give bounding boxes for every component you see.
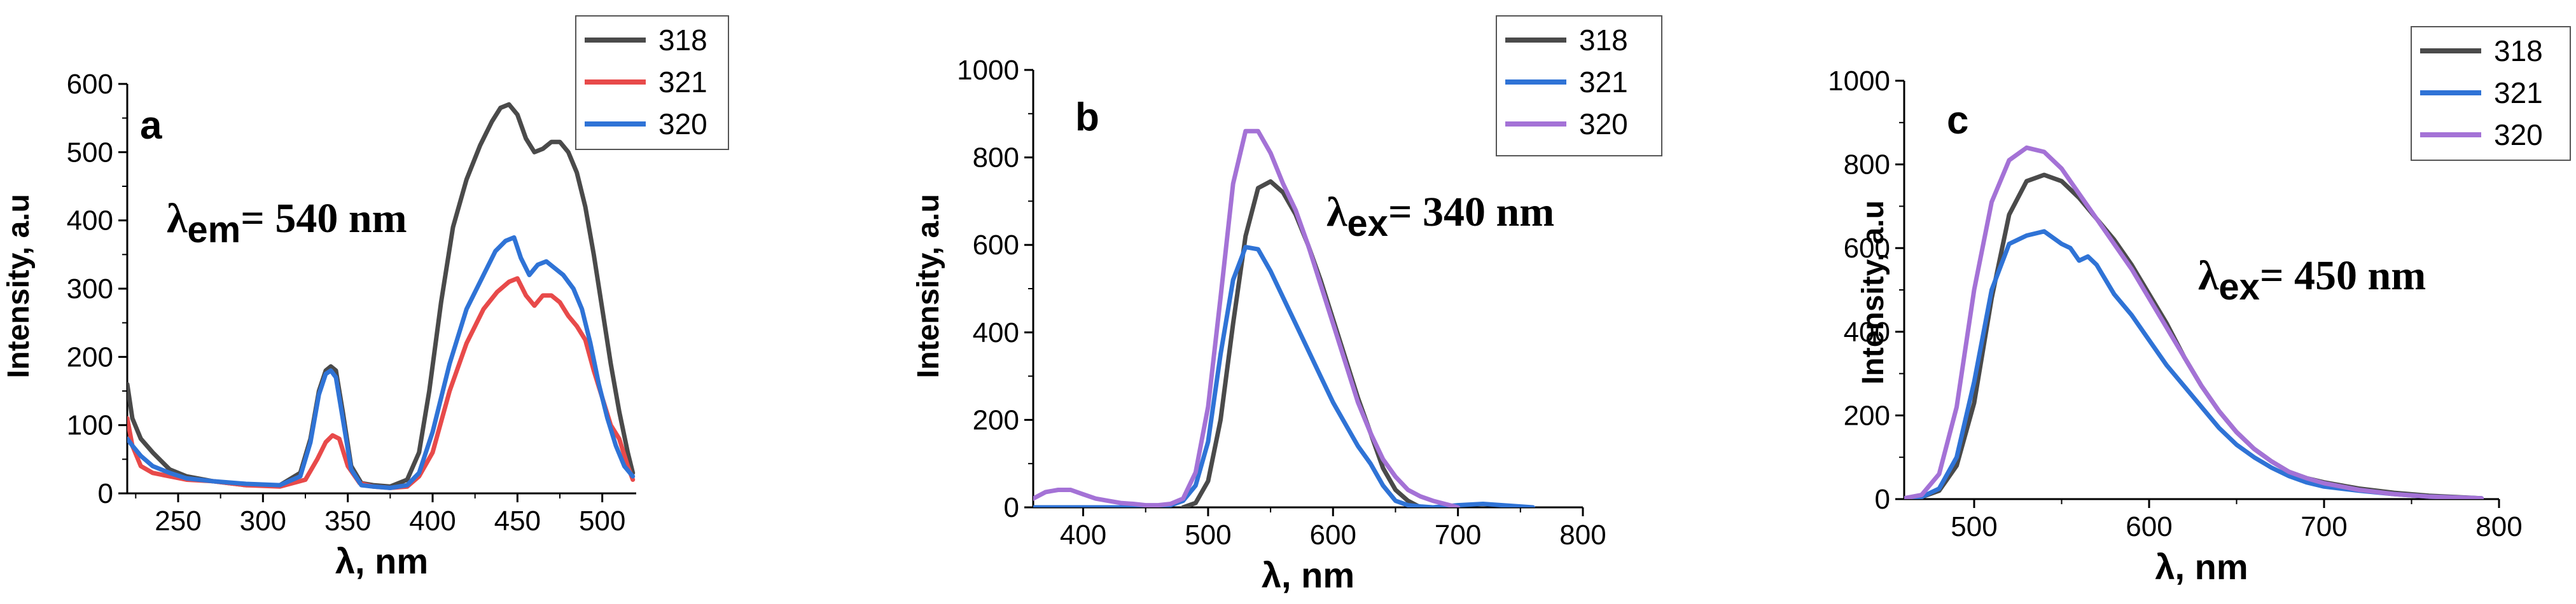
series-line-318 [127, 102, 636, 489]
annotation-value: = 540 nm [240, 195, 407, 242]
x-tick-label: 350 [324, 505, 371, 537]
y-tick-label: 600 [1844, 233, 1890, 264]
wavelength-annotation: λex= 450 nm [2198, 252, 2426, 308]
y-tick-label: 200 [1844, 400, 1890, 431]
x-tick-label: 400 [409, 505, 456, 537]
y-axis-title: Intensity, a.u [2, 194, 36, 378]
y-tick-label: 200 [973, 404, 1019, 436]
annotation-lambda: λ [1326, 189, 1347, 235]
series-line-321 [127, 276, 636, 490]
annotation-lambda: λ [167, 195, 188, 242]
legend: 318 321 320 [575, 15, 729, 150]
y-tick-label: 800 [1844, 149, 1890, 181]
legend-label-318: 318 [1579, 24, 1628, 57]
annotation-subscript: ex [1347, 203, 1388, 244]
series-line-321 [1033, 245, 1535, 507]
y-axis-title: Intensity, a.u [912, 194, 945, 378]
x-tick-label: 500 [579, 505, 625, 537]
y-tick-label: 400 [67, 205, 113, 237]
series-line-320 [1033, 128, 1461, 507]
x-tick-label: 300 [240, 505, 286, 537]
y-tick-label: 200 [67, 341, 113, 373]
wavelength-annotation: λex= 340 nm [1326, 189, 1554, 244]
legend-label-320: 320 [658, 107, 707, 141]
series-line-320 [127, 235, 636, 490]
legend-label-321: 321 [658, 65, 707, 99]
series-line-318 [1904, 172, 2484, 499]
annotation-value: = 450 nm [2260, 252, 2426, 299]
panel-letter: b [1075, 95, 1099, 139]
panel-letter: a [140, 104, 162, 148]
x-tick-label: 600 [2126, 511, 2172, 542]
y-tick-label: 400 [973, 317, 1019, 348]
legend-label-321: 321 [2494, 76, 2543, 109]
x-tick-label: 500 [1185, 519, 1231, 551]
y-tick-label: 500 [67, 137, 113, 168]
x-axis-title: λ, nm [1262, 555, 1354, 595]
annotation-subscript: em [187, 209, 240, 251]
y-tick-label: 1000 [957, 55, 1019, 86]
x-tick-label: 700 [2301, 511, 2347, 542]
x-tick-label: 800 [2475, 511, 2522, 542]
x-axis-title: λ, nm [2155, 547, 2248, 587]
chart-panel-a: 0 100 200 300 400 500 600 250 300 350 400 450 500 λ, … [2, 15, 729, 581]
annotation-subscript: ex [2218, 266, 2260, 308]
legend: 318 321 320 [1496, 15, 1662, 156]
legend-label-321: 321 [1579, 65, 1628, 99]
chart-panel-b: 0 200 400 600 800 1000 400 500 600 700 800 λ, nm Int… [912, 15, 1662, 595]
x-tick-label: 800 [1559, 519, 1606, 551]
y-tick-label: 0 [1004, 492, 1019, 523]
x-tick-label: 400 [1060, 519, 1106, 551]
x-tick-label: 600 [1310, 519, 1356, 551]
y-tick-label: 600 [973, 230, 1019, 261]
y-tick-label: 1000 [1828, 65, 1890, 97]
annotation-lambda: λ [2198, 252, 2219, 299]
wavelength-annotation: λem= 540 nm [167, 195, 407, 251]
chart-panel-c: 0 200 400 600 800 1000 500 600 700 800 λ, nm Intens… [1828, 26, 2571, 587]
y-tick-label: 400 [1844, 317, 1890, 348]
legend-label-320: 320 [1579, 107, 1628, 141]
y-tick-label: 100 [67, 410, 113, 441]
x-tick-label: 250 [155, 505, 201, 537]
panel-letter: c [1947, 99, 1968, 142]
legend-label-318: 318 [658, 24, 707, 57]
x-axis-title: λ, nm [335, 541, 428, 581]
annotation-value: = 340 nm [1388, 189, 1554, 235]
y-tick-label: 800 [973, 142, 1019, 174]
x-tick-label: 500 [1951, 511, 1997, 542]
series-line-321 [1904, 229, 2484, 499]
series-line-320 [1904, 145, 2484, 499]
y-axis-title: Intensity, a.u [1856, 200, 1890, 385]
legend-label-320: 320 [2494, 118, 2543, 151]
y-tick-label: 0 [98, 478, 113, 509]
x-tick-label: 700 [1435, 519, 1481, 551]
legend-label-318: 318 [2494, 34, 2543, 67]
x-tick-label: 450 [494, 505, 541, 537]
y-tick-label: 600 [67, 69, 113, 100]
legend: 318 321 320 [2411, 26, 2571, 161]
y-tick-label: 0 [1875, 484, 1890, 515]
y-tick-label: 300 [67, 273, 113, 305]
